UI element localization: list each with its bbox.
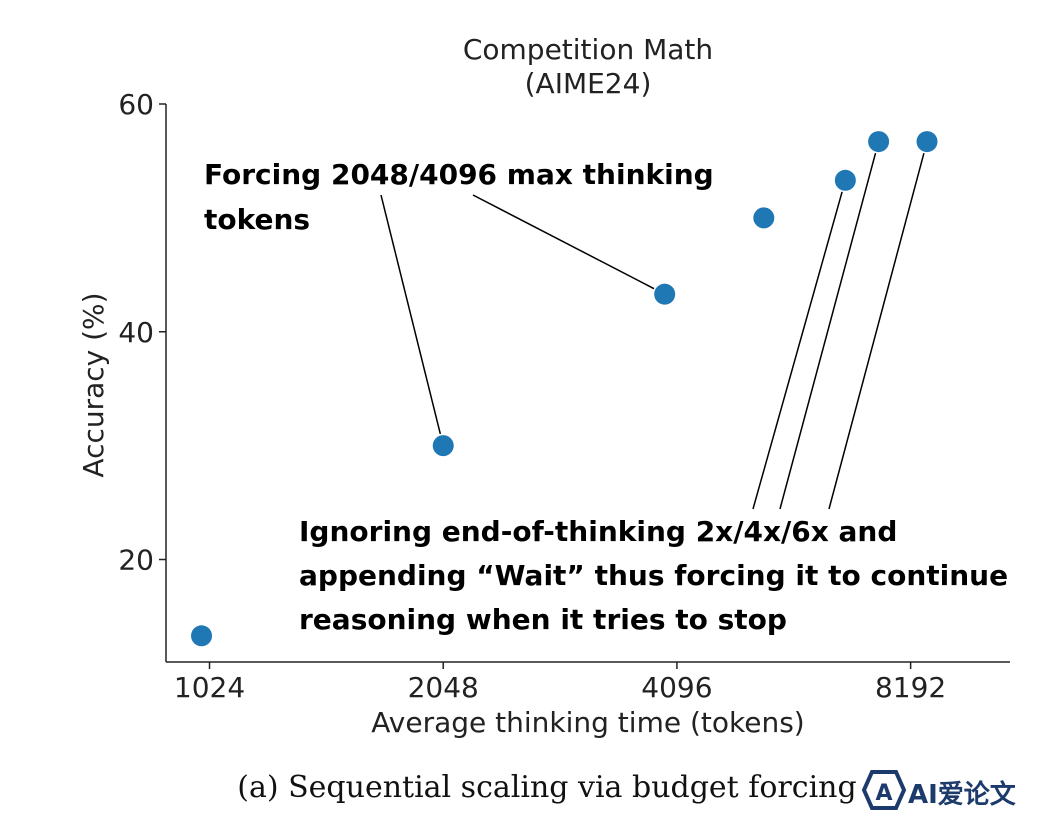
annotation-leader-line: [380, 194, 442, 435]
y-axis-label: Accuracy (%): [77, 292, 110, 477]
y-tick-label: 20: [118, 544, 154, 577]
watermark-text: AI爱论文: [908, 779, 1017, 810]
annotation-leader-line: [779, 152, 877, 510]
chart-title-line: (AIME24): [525, 67, 652, 100]
data-point: [868, 131, 890, 153]
annotation-leader-line: [472, 194, 655, 290]
data-point: [191, 625, 213, 647]
chart-title: Competition Math(AIME24): [463, 33, 713, 100]
annotation-text: Forcing 2048/4096 max thinking: [204, 158, 714, 191]
chart-title-line: Competition Math: [463, 33, 713, 66]
annotation-text: appending “Wait” thus forcing it to cont…: [299, 559, 1008, 592]
svg-text:A: A: [875, 781, 892, 806]
watermark-logo: A AI爱论文: [861, 770, 1017, 810]
data-point: [753, 207, 775, 229]
annotation-text: reasoning when it tries to stop: [299, 603, 787, 636]
annotation-leader-line: [828, 152, 925, 510]
annotation-text: tokens: [204, 203, 310, 236]
x-axis-label: Average thinking time (tokens): [371, 706, 804, 739]
axes: 20 40 60 1024 2048 4096 8192: [118, 88, 1010, 704]
x-tick-label: 8192: [875, 671, 946, 704]
annotation-text: Ignoring end-of-thinking 2x/4x/6x and: [299, 515, 897, 548]
x-tick-label: 4096: [641, 671, 712, 704]
annotations: Forcing 2048/4096 max thinking tokens Igno…: [204, 158, 1008, 636]
annotation-leader-line: [752, 191, 843, 510]
data-point: [834, 169, 856, 191]
annotation-leader-lines: [380, 152, 925, 510]
figure-caption: (a) Sequential scaling via budget forcin…: [237, 770, 856, 805]
data-point: [654, 283, 676, 305]
x-tick-label: 2048: [408, 671, 479, 704]
x-tick-label: 1024: [174, 671, 245, 704]
data-point: [432, 435, 454, 457]
y-tick-label: 60: [118, 88, 154, 121]
y-tick-label: 40: [118, 316, 154, 349]
data-points: [191, 131, 938, 647]
data-point: [916, 131, 938, 153]
